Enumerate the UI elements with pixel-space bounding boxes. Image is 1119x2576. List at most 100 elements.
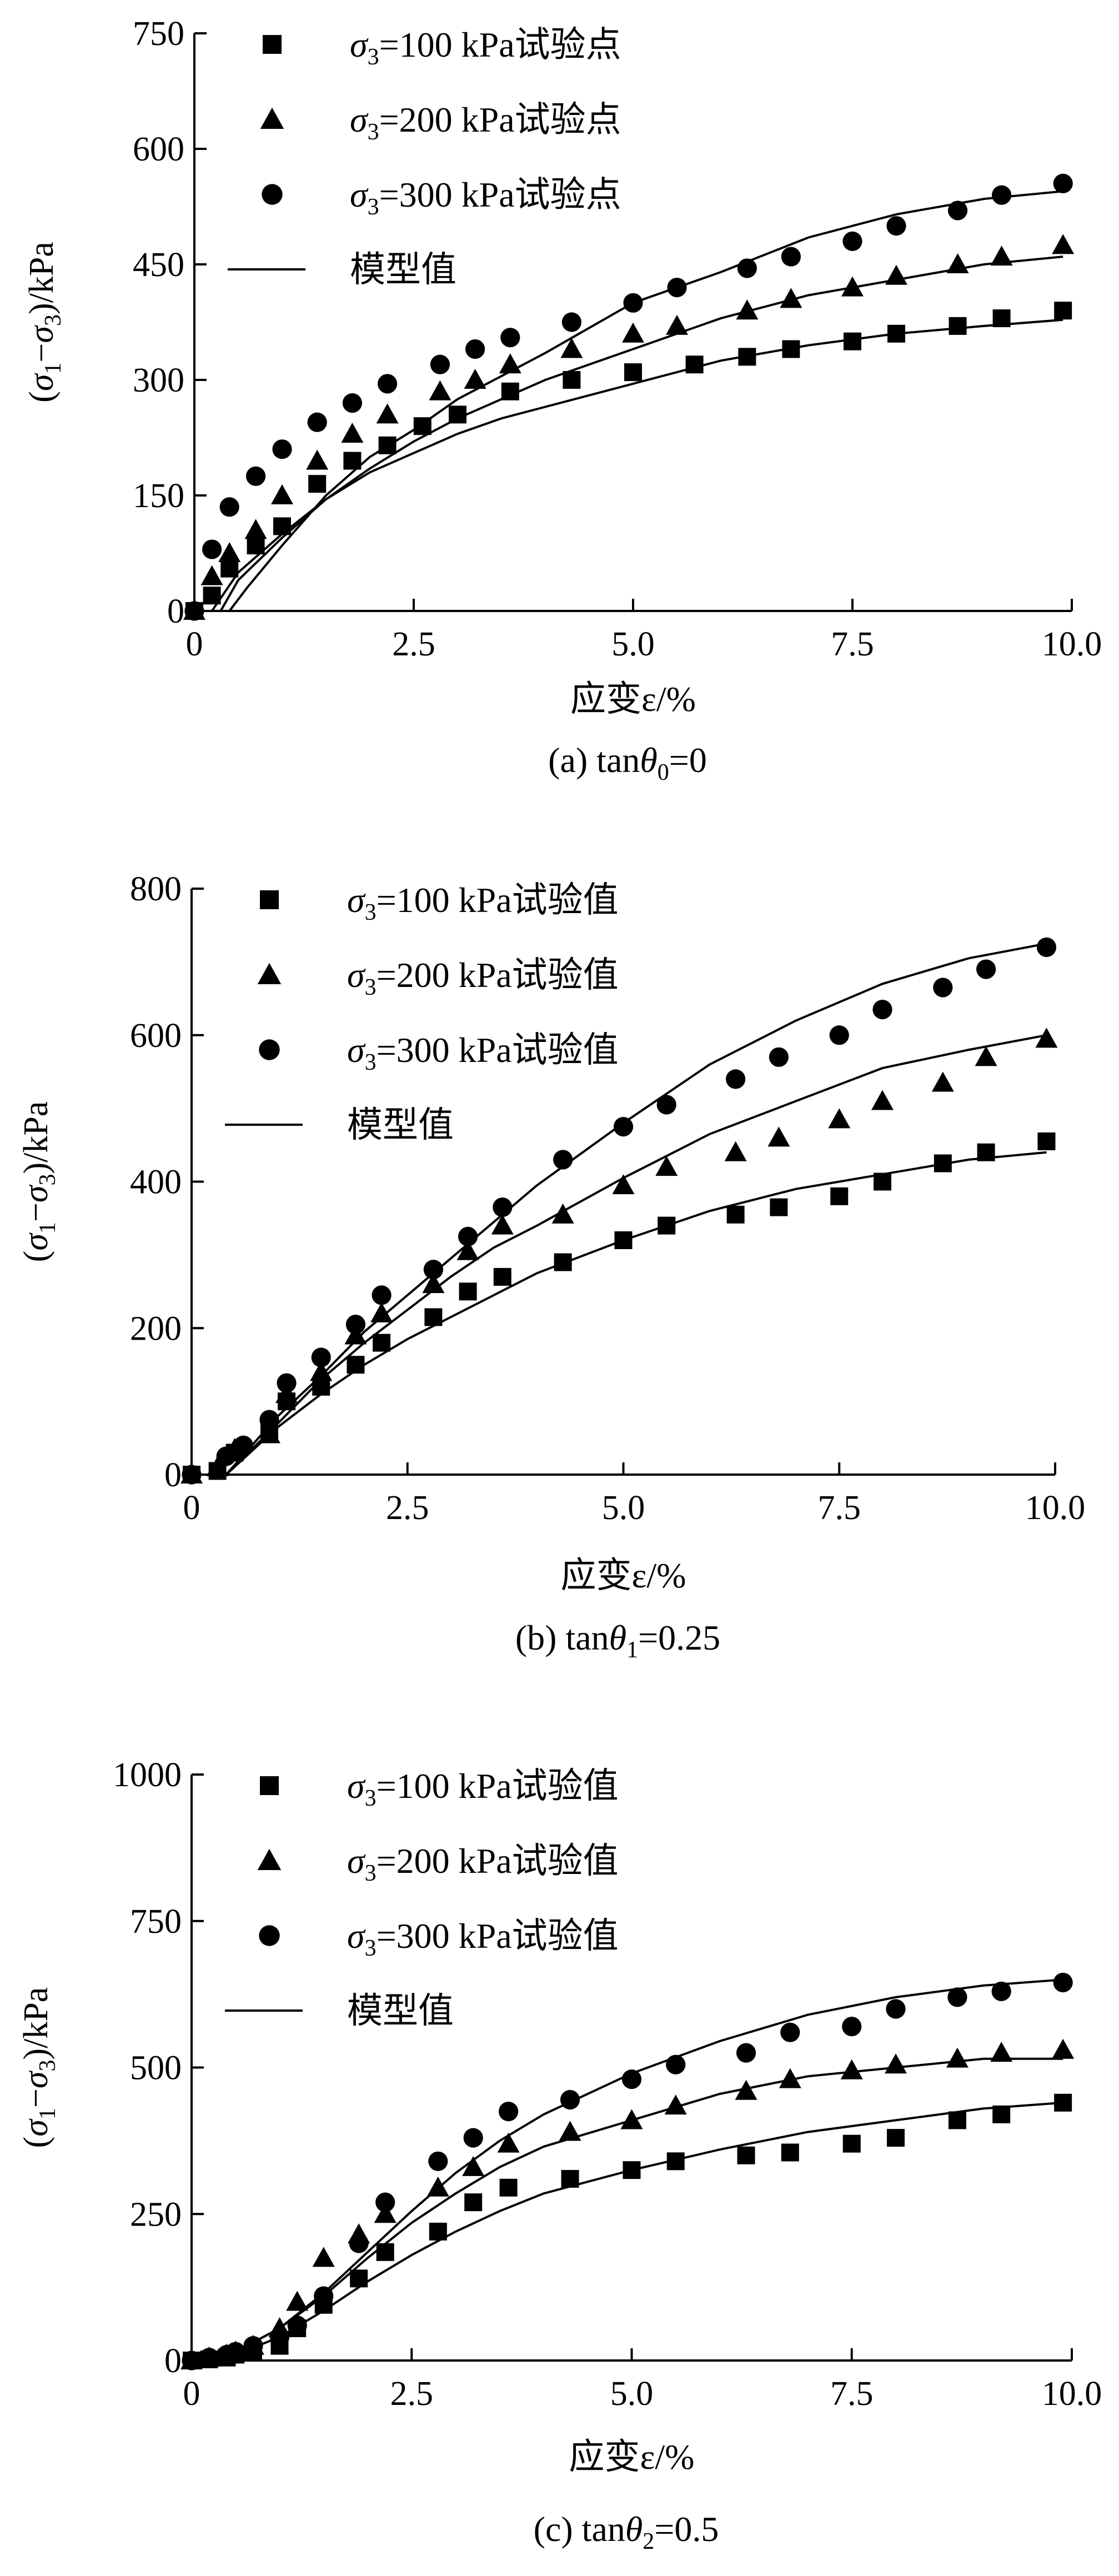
data-point-square	[844, 332, 861, 350]
legend-marker-square	[260, 890, 279, 909]
legend: σ3=100 kPa试验值 σ3=200 kPa试验值 σ3=300 kPa试验值模…	[225, 1766, 619, 2031]
y-tick-label: 600	[133, 131, 184, 168]
x-tick-label: 2.5	[386, 1489, 429, 1527]
data-point-circle	[378, 374, 398, 394]
legend-label: σ3=300 kPa试验值	[347, 1030, 619, 1075]
data-point-square	[874, 1172, 891, 1191]
data-point-square	[220, 559, 239, 578]
data-point-triangle	[612, 1174, 635, 1195]
y-axis-label: (σ1−σ3)/kPa	[17, 1987, 61, 2148]
data-point-square	[501, 382, 519, 400]
data-point-circle	[349, 2233, 369, 2253]
data-point-circle	[933, 978, 953, 998]
data-point-triangle	[990, 245, 1013, 266]
data-point-square	[830, 1187, 849, 1205]
data-point-circle	[737, 258, 757, 278]
data-point-circle	[992, 185, 1012, 205]
data-point-square	[376, 2243, 394, 2261]
data-point-triangle	[464, 369, 486, 389]
panel-caption: (c) tanθ2=0.5	[534, 2509, 719, 2554]
y-tick-label: 750	[130, 1903, 182, 1941]
y-tick-label: 0	[164, 1456, 182, 1494]
data-point-triangle	[780, 288, 802, 308]
data-point-circle	[428, 2151, 448, 2171]
x-axis-label: 应变ε/%	[569, 2437, 695, 2477]
data-point-square	[992, 309, 1011, 328]
data-point-triangle	[1052, 234, 1075, 254]
x-tick-label: 2.5	[390, 2375, 434, 2413]
data-point-circle	[233, 1435, 253, 1455]
data-point-square	[887, 2129, 905, 2147]
data-point-triangle	[491, 1214, 514, 1235]
data-point-circle	[375, 2192, 395, 2212]
data-point-square	[977, 1143, 995, 1161]
y-axis-label: (σ1−σ3)/kPa	[23, 242, 66, 403]
data-point-square	[350, 2269, 368, 2288]
chart-panel-1: 0 2.5 5.0 7.5 10.0 0 150 300 450 600 750 (σ1−σ3)/kP…	[23, 15, 1102, 785]
panel-caption: (b) tanθ1=0.25	[515, 1618, 720, 1663]
data-point-square	[493, 1267, 511, 1286]
y-tick-label: 250	[130, 2196, 182, 2233]
data-point-square	[842, 2134, 861, 2153]
data-point-square	[247, 537, 265, 555]
data-point-circle	[499, 2102, 519, 2122]
data-point-circle	[872, 999, 892, 1020]
series-2	[183, 234, 1075, 620]
data-point-square	[561, 2169, 579, 2188]
data-point-triangle	[376, 403, 399, 424]
data-point-square	[685, 355, 704, 374]
x-tick-label: 0	[186, 625, 203, 663]
data-point-triangle	[620, 2109, 643, 2129]
data-point-circle	[184, 601, 204, 621]
data-point-triangle	[885, 264, 907, 285]
data-point-square	[554, 1253, 572, 1271]
data-point-triangle	[206, 1456, 229, 1476]
data-point-triangle	[885, 2053, 907, 2074]
data-point-square	[666, 2152, 685, 2171]
data-point-triangle	[736, 299, 759, 320]
legend-label: σ3=100 kPa试验点	[350, 25, 621, 70]
data-point-triangle	[828, 1108, 851, 1129]
x-tick-label: 10.0	[1025, 1489, 1086, 1527]
data-point-square	[424, 1308, 443, 1326]
data-point-square	[378, 436, 397, 454]
legend-marker-circle	[259, 1925, 280, 1946]
data-point-triangle	[422, 1273, 445, 1294]
data-point-triangle	[344, 1324, 367, 1345]
data-point-triangle	[200, 565, 223, 585]
data-point-square	[948, 2111, 966, 2129]
series-1	[183, 2093, 1072, 2369]
data-point-triangle	[664, 2094, 687, 2115]
data-point-circle	[886, 1999, 906, 2019]
series-1	[185, 302, 1072, 620]
data-point-circle	[656, 1095, 676, 1115]
model-curve-1	[210, 318, 1063, 612]
x-tick-label: 10.0	[1042, 625, 1102, 663]
x-axis-label: 应变ε/%	[561, 1556, 686, 1595]
data-point-square	[373, 1334, 391, 1352]
data-point-circle	[621, 2069, 642, 2089]
legend-marker-triangle	[257, 1848, 282, 1870]
x-tick-label: 7.5	[830, 2375, 874, 2413]
data-point-square	[782, 340, 800, 358]
data-point-triangle	[946, 253, 969, 273]
data-point-square	[658, 1216, 676, 1235]
panel-caption: (a) tanθ0=0	[548, 740, 707, 785]
legend-marker-square	[263, 35, 282, 54]
chart-panel-3: 0 2.5 5.0 7.5 10.0 0 250 500 750 1000 (σ1−σ3)/kPa 应…	[17, 1756, 1102, 2554]
x-tick-label: 5.0	[611, 625, 655, 663]
data-point-circle	[726, 1069, 746, 1089]
y-tick-label: 800	[130, 870, 182, 908]
data-point-triangle	[975, 1046, 997, 1066]
data-point-circle	[886, 216, 906, 236]
data-point-circle	[269, 2327, 290, 2347]
data-point-triangle	[286, 2291, 309, 2311]
data-point-square	[770, 1198, 788, 1216]
data-point-circle	[613, 1116, 634, 1137]
data-point-circle	[345, 1315, 366, 1335]
data-point-circle	[314, 2286, 334, 2306]
data-point-circle	[342, 393, 363, 413]
data-point-circle	[842, 2017, 862, 2037]
data-point-square	[737, 2146, 755, 2164]
data-point-triangle	[990, 2042, 1013, 2062]
